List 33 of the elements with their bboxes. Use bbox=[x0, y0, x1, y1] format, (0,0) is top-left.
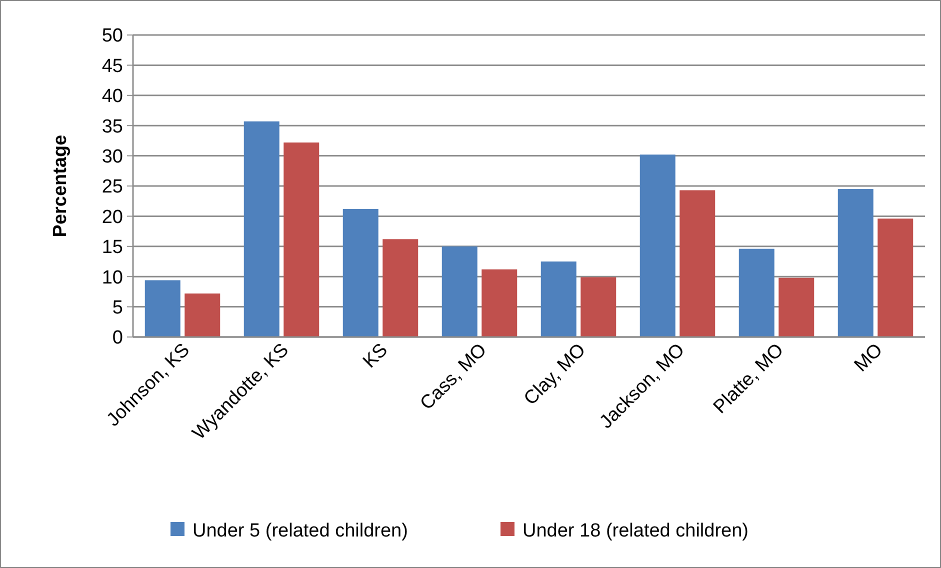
y-tick-label: 50 bbox=[102, 26, 123, 47]
y-tick-label: 35 bbox=[102, 116, 123, 138]
bar bbox=[878, 218, 914, 337]
y-tick-label: 45 bbox=[102, 56, 123, 77]
x-tick-label: Clay, MO bbox=[520, 340, 590, 410]
bar bbox=[244, 121, 280, 337]
bar bbox=[284, 142, 320, 337]
bar bbox=[778, 278, 814, 337]
y-tick-label: 10 bbox=[102, 267, 123, 288]
y-tick-label: 20 bbox=[102, 206, 123, 228]
bar bbox=[184, 294, 220, 337]
bar bbox=[680, 190, 716, 337]
y-axis-title: Percentage bbox=[50, 134, 71, 238]
x-tick-label: KS bbox=[359, 340, 392, 372]
y-tick-label: 15 bbox=[102, 237, 123, 258]
bar bbox=[738, 248, 774, 337]
y-tick-label: 25 bbox=[102, 176, 123, 198]
y-tick-label: 0 bbox=[112, 328, 123, 349]
bar bbox=[144, 280, 180, 337]
y-tick-label: 5 bbox=[112, 297, 123, 318]
bar bbox=[580, 277, 616, 337]
legend-label: Under 5 (related children) bbox=[192, 520, 408, 542]
bar bbox=[640, 154, 676, 337]
bar bbox=[838, 189, 874, 337]
x-tick-label: MO bbox=[850, 340, 888, 376]
legend-label: Under 18 (related children) bbox=[522, 520, 749, 542]
y-tick-label: 40 bbox=[102, 86, 123, 108]
bar bbox=[482, 269, 518, 337]
bar bbox=[342, 208, 378, 337]
bar bbox=[540, 262, 576, 337]
bar bbox=[442, 246, 478, 337]
y-tick-label: 30 bbox=[102, 146, 123, 168]
bar bbox=[382, 239, 418, 337]
